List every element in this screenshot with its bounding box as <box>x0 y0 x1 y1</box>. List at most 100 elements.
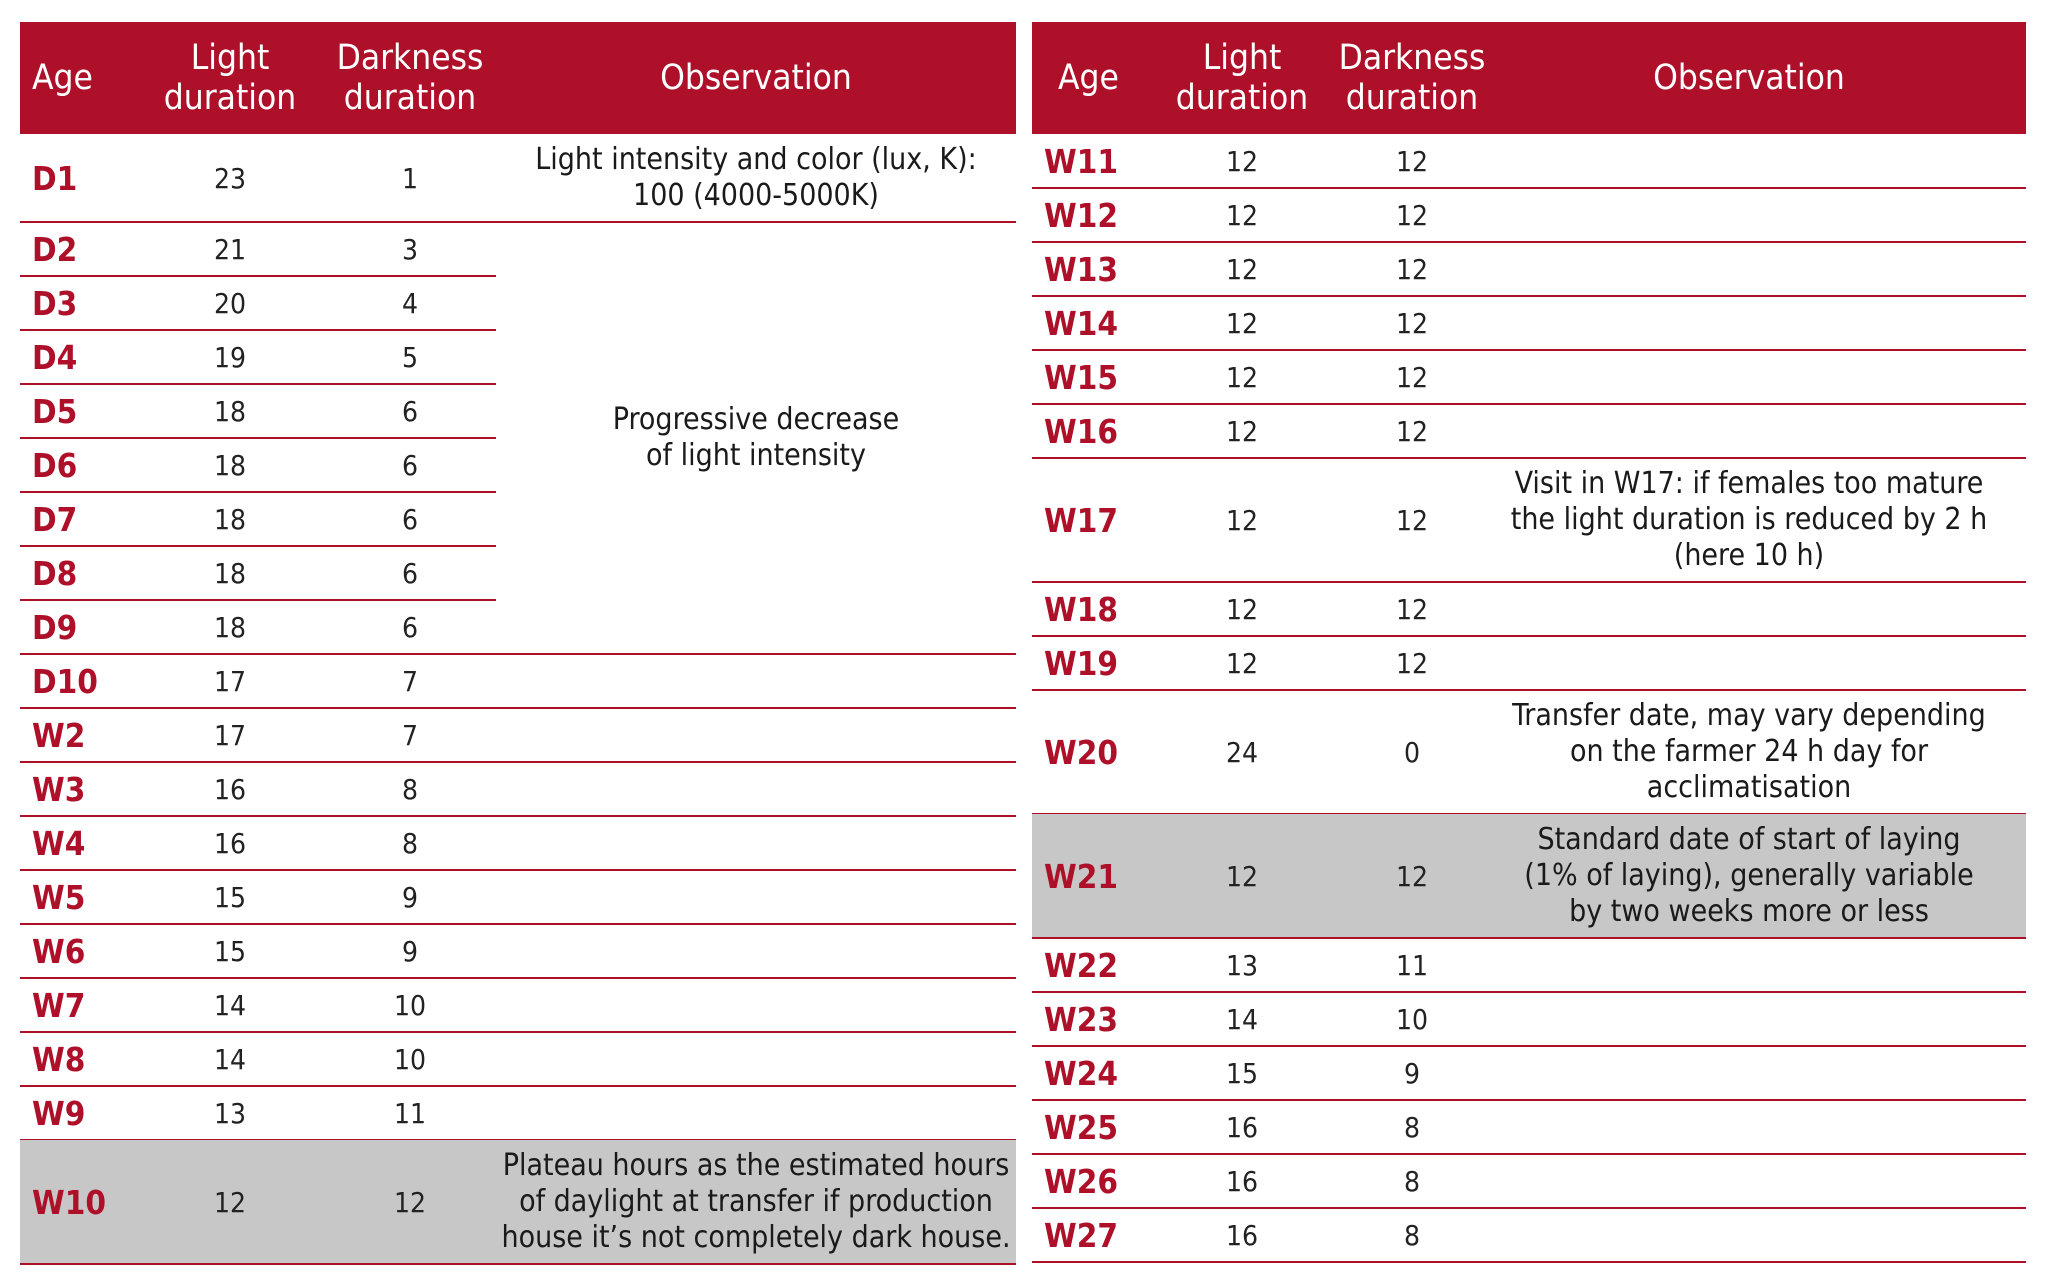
highlight-band <box>20 1140 1016 1264</box>
light-duration-cell: 24 <box>1225 735 1259 769</box>
table-row: W8 14 10 <box>20 1032 1016 1086</box>
darkness-duration-cell: 9 <box>1403 1056 1421 1090</box>
table-row: W10 12 12 <box>20 1140 1016 1264</box>
table-row: D5 18 6 <box>20 384 1016 438</box>
darkness-duration-cell: 5 <box>401 340 419 374</box>
age-cell: W5 <box>32 877 86 917</box>
darkness-duration-cell: 6 <box>401 610 419 644</box>
header-age: Age <box>32 58 93 98</box>
table-row: W15 12 12 <box>1032 350 2026 404</box>
observation-line: 100 (4000-5000K) <box>633 178 879 213</box>
table-header: Age Light duration Darkness duration Obser… <box>20 22 1016 134</box>
row-divider <box>20 1263 1016 1265</box>
row-divider <box>1032 295 2026 297</box>
darkness-duration-cell: 0 <box>1403 735 1421 769</box>
light-duration-cell: 12 <box>1225 414 1259 448</box>
age-cell: W27 <box>1044 1215 1119 1255</box>
observation-line: Light intensity and color (lux, K): <box>535 142 977 177</box>
observation-line: of daylight at transfer if production <box>519 1184 993 1219</box>
light-duration-cell: 12 <box>1225 592 1259 626</box>
row-divider <box>1032 241 2026 243</box>
table-row: W18 12 12 <box>1032 582 2026 636</box>
age-cell: W11 <box>1044 141 1119 181</box>
light-duration-cell: 12 <box>1225 144 1259 178</box>
observation-line: Standard date of start of laying <box>1537 822 1961 857</box>
row-divider <box>1032 1207 2026 1209</box>
row-divider <box>20 977 1016 979</box>
row-divider <box>20 869 1016 871</box>
age-cell: W4 <box>32 823 86 863</box>
age-cell: W18 <box>1044 589 1119 629</box>
row-divider <box>1032 1153 2026 1155</box>
darkness-duration-cell: 7 <box>401 664 419 698</box>
light-duration-cell: 13 <box>213 1096 247 1130</box>
observation-plateau-hours: Plateau hours as the estimated hours of d… <box>496 1140 1016 1264</box>
header-darkness-duration: Darkness duration <box>1338 38 1486 118</box>
row-divider <box>20 707 1016 709</box>
darkness-duration-cell: 12 <box>393 1185 427 1219</box>
table-row: D9 18 6 <box>20 600 1016 654</box>
age-cell: W25 <box>1044 1107 1119 1147</box>
light-duration-cell: 12 <box>1225 252 1259 286</box>
row-divider <box>20 491 496 493</box>
light-duration-cell: 13 <box>1225 948 1259 982</box>
observation-line: Plateau hours as the estimated hours <box>502 1148 1010 1183</box>
row-divider <box>1032 937 2026 939</box>
observation-line: Visit in W17: if females too mature <box>1514 466 1984 501</box>
darkness-duration-cell: 7 <box>401 718 419 752</box>
observation-visit-w17: Visit in W17: if females too mature the l… <box>1472 458 2026 582</box>
row-divider <box>20 437 496 439</box>
light-duration-cell: 12 <box>1225 503 1259 537</box>
light-duration-cell: 16 <box>213 772 247 806</box>
light-duration-cell: 12 <box>1225 360 1259 394</box>
observation-line: Transfer date, may vary depending <box>1512 698 1986 733</box>
darkness-duration-cell: 8 <box>1403 1110 1421 1144</box>
table-row: W26 16 8 <box>1032 1154 2026 1208</box>
light-duration-cell: 12 <box>213 1185 247 1219</box>
row-divider <box>20 275 496 277</box>
table-header: Age Light duration Darkness duration Obser… <box>1032 22 2026 134</box>
light-duration-cell: 20 <box>213 286 247 320</box>
table-row: W14 12 12 <box>1032 296 2026 350</box>
age-cell: W2 <box>32 715 86 755</box>
table-row: D7 18 6 <box>20 492 1016 546</box>
darkness-duration-cell: 10 <box>1395 1002 1429 1036</box>
table-row: W7 14 10 <box>20 978 1016 1032</box>
row-divider <box>1032 689 2026 691</box>
table-row: W25 16 8 <box>1032 1100 2026 1154</box>
row-divider <box>20 329 496 331</box>
observation-line: the light duration is reduced by 2 h <box>1510 502 1988 537</box>
age-cell: W24 <box>1044 1053 1119 1093</box>
row-divider <box>20 653 1016 655</box>
row-divider <box>20 383 496 385</box>
row-divider <box>20 761 1016 763</box>
darkness-duration-cell: 12 <box>1395 592 1429 626</box>
observation-line: Progressive decrease <box>612 402 900 437</box>
age-cell: W17 <box>1044 500 1119 540</box>
age-cell: D8 <box>32 553 78 593</box>
darkness-duration-cell: 8 <box>1403 1164 1421 1198</box>
observation-light-intensity: Light intensity and color (lux, K): 100 (… <box>496 134 1016 222</box>
light-duration-cell: 12 <box>1225 198 1259 232</box>
darkness-duration-cell: 12 <box>1395 198 1429 232</box>
darkness-duration-cell: 8 <box>401 772 419 806</box>
table-row: W22 13 11 <box>1032 938 2026 992</box>
darkness-duration-cell: 6 <box>401 394 419 428</box>
table-row: D1 23 1 <box>20 134 1016 222</box>
age-cell: W12 <box>1044 195 1119 235</box>
age-cell: W9 <box>32 1093 86 1133</box>
darkness-duration-cell: 3 <box>401 232 419 266</box>
darkness-duration-cell: 4 <box>401 286 419 320</box>
light-duration-cell: 18 <box>213 448 247 482</box>
darkness-duration-cell: 6 <box>401 448 419 482</box>
darkness-duration-cell: 12 <box>1395 414 1429 448</box>
age-cell: W19 <box>1044 643 1119 683</box>
darkness-duration-cell: 12 <box>1395 859 1429 893</box>
row-divider <box>1032 1099 2026 1101</box>
age-cell: D2 <box>32 229 78 269</box>
age-cell: D7 <box>32 499 78 539</box>
observation-line: of light intensity <box>646 438 866 473</box>
highlight-band <box>1032 814 2026 938</box>
age-cell: D3 <box>32 283 78 323</box>
age-cell: W10 <box>32 1182 107 1222</box>
